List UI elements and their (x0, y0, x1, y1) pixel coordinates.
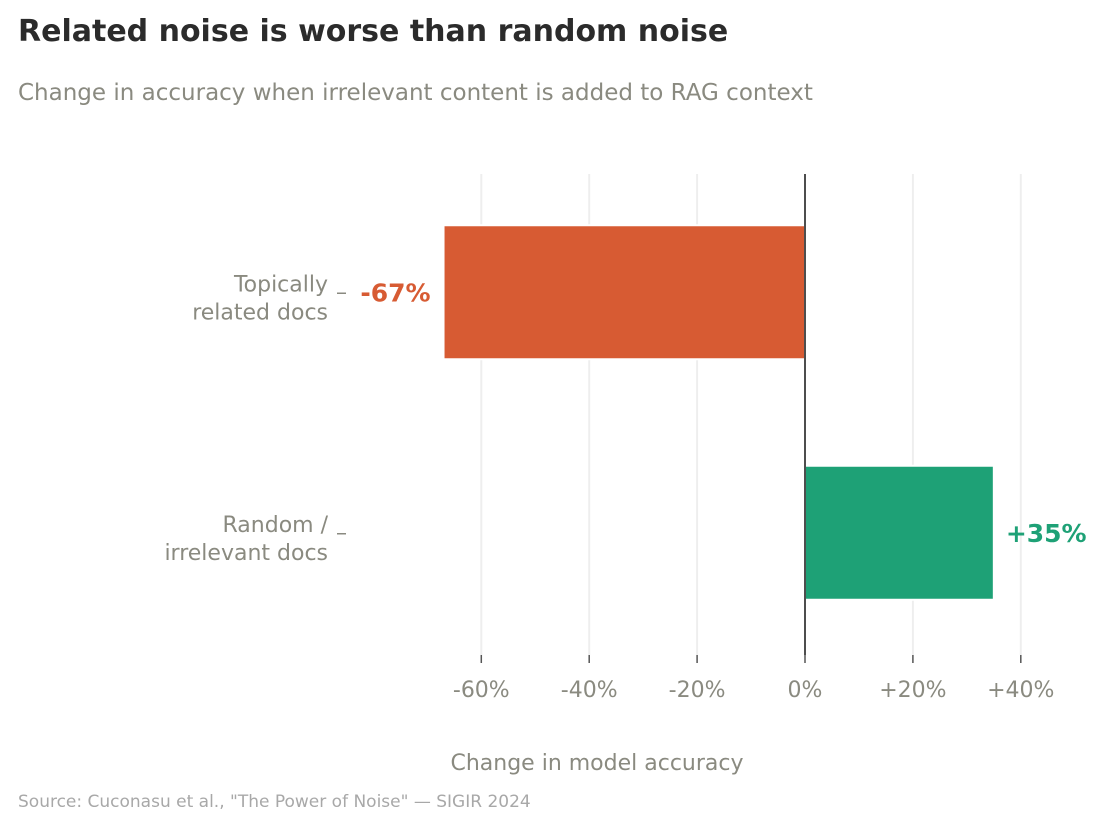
x-tick-label: -60% (453, 678, 510, 703)
x-tick-label: 0% (788, 678, 823, 703)
chart-subtitle: Change in accuracy when irrelevant conte… (18, 80, 813, 106)
x-tick-label: -40% (561, 678, 618, 703)
x-tick-label: +20% (879, 678, 946, 703)
x-tick-label: +40% (987, 678, 1054, 703)
source-note: Source: Cuconasu et al., "The Power of N… (18, 792, 531, 812)
category-label: Topically (233, 272, 328, 297)
bar-value-label: +35% (1006, 519, 1087, 548)
chart-title: Related noise is worse than random noise (18, 14, 729, 49)
bar (804, 464, 995, 601)
bar (442, 224, 806, 361)
category-label: Random / (223, 513, 329, 538)
category-label: related docs (192, 300, 328, 325)
x-axis-title: Change in model accuracy (450, 751, 743, 776)
bar-value-label: -67% (360, 278, 430, 307)
x-tick-label: -20% (669, 678, 726, 703)
category-label: irrelevant docs (164, 541, 328, 566)
